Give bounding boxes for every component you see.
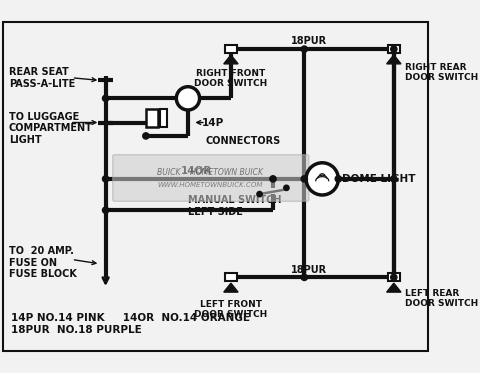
Circle shape [300, 274, 307, 280]
Text: DOME LIGHT: DOME LIGHT [341, 174, 415, 184]
Bar [387, 45, 399, 53]
Bar [387, 273, 399, 281]
Polygon shape [386, 283, 400, 292]
Text: WWW.HOMETOWNBUICK.COM: WWW.HOMETOWNBUICK.COM [157, 182, 263, 188]
Circle shape [176, 87, 199, 110]
Text: MANUAL SWITCH
LEFT SIDE: MANUAL SWITCH LEFT SIDE [188, 195, 281, 217]
Bar [145, 109, 158, 127]
Circle shape [102, 95, 108, 101]
Text: RIGHT REAR
DOOR SWITCH: RIGHT REAR DOOR SWITCH [405, 63, 478, 82]
Circle shape [102, 207, 108, 213]
Text: RIGHT FRONT
DOOR SWITCH: RIGHT FRONT DOOR SWITCH [194, 69, 267, 88]
Polygon shape [386, 55, 400, 64]
Circle shape [269, 176, 276, 182]
Circle shape [305, 163, 337, 195]
Circle shape [390, 176, 396, 182]
Circle shape [390, 274, 396, 280]
Bar [160, 109, 167, 127]
Text: 18PUR: 18PUR [290, 37, 326, 46]
Text: REAR SEAT
PASS-A-LITE: REAR SEAT PASS-A-LITE [9, 67, 75, 89]
Text: TO  20 AMP.
FUSE ON
FUSE BLOCK: TO 20 AMP. FUSE ON FUSE BLOCK [9, 246, 77, 279]
Polygon shape [223, 55, 238, 64]
Circle shape [335, 176, 341, 182]
Circle shape [143, 133, 149, 139]
Circle shape [283, 185, 288, 191]
Circle shape [300, 46, 307, 52]
Text: TO LUGGAGE
COMPARTMENT
LIGHT: TO LUGGAGE COMPARTMENT LIGHT [9, 112, 93, 145]
Bar [225, 45, 236, 53]
Circle shape [390, 46, 396, 52]
Text: 14P NO.14 PINK     14OR  NO.14 ORANGE
18PUR  NO.18 PURPLE: 14P NO.14 PINK 14OR NO.14 ORANGE 18PUR N… [11, 313, 249, 335]
Bar [225, 273, 236, 281]
Circle shape [256, 191, 262, 197]
Text: LEFT FRONT
DOOR SWITCH: LEFT FRONT DOOR SWITCH [194, 300, 267, 319]
Text: 14OR: 14OR [181, 166, 212, 176]
Polygon shape [223, 283, 238, 292]
Text: CONNECTORS: CONNECTORS [205, 136, 280, 146]
Circle shape [300, 176, 307, 182]
FancyBboxPatch shape [112, 155, 308, 201]
Text: 18PUR: 18PUR [290, 265, 326, 275]
Text: LEFT REAR
DOOR SWITCH: LEFT REAR DOOR SWITCH [405, 289, 478, 308]
Text: BUICK    HOMETOWN BUICK: BUICK HOMETOWN BUICK [157, 168, 263, 177]
Circle shape [102, 176, 108, 182]
Text: 14P: 14P [201, 117, 223, 128]
